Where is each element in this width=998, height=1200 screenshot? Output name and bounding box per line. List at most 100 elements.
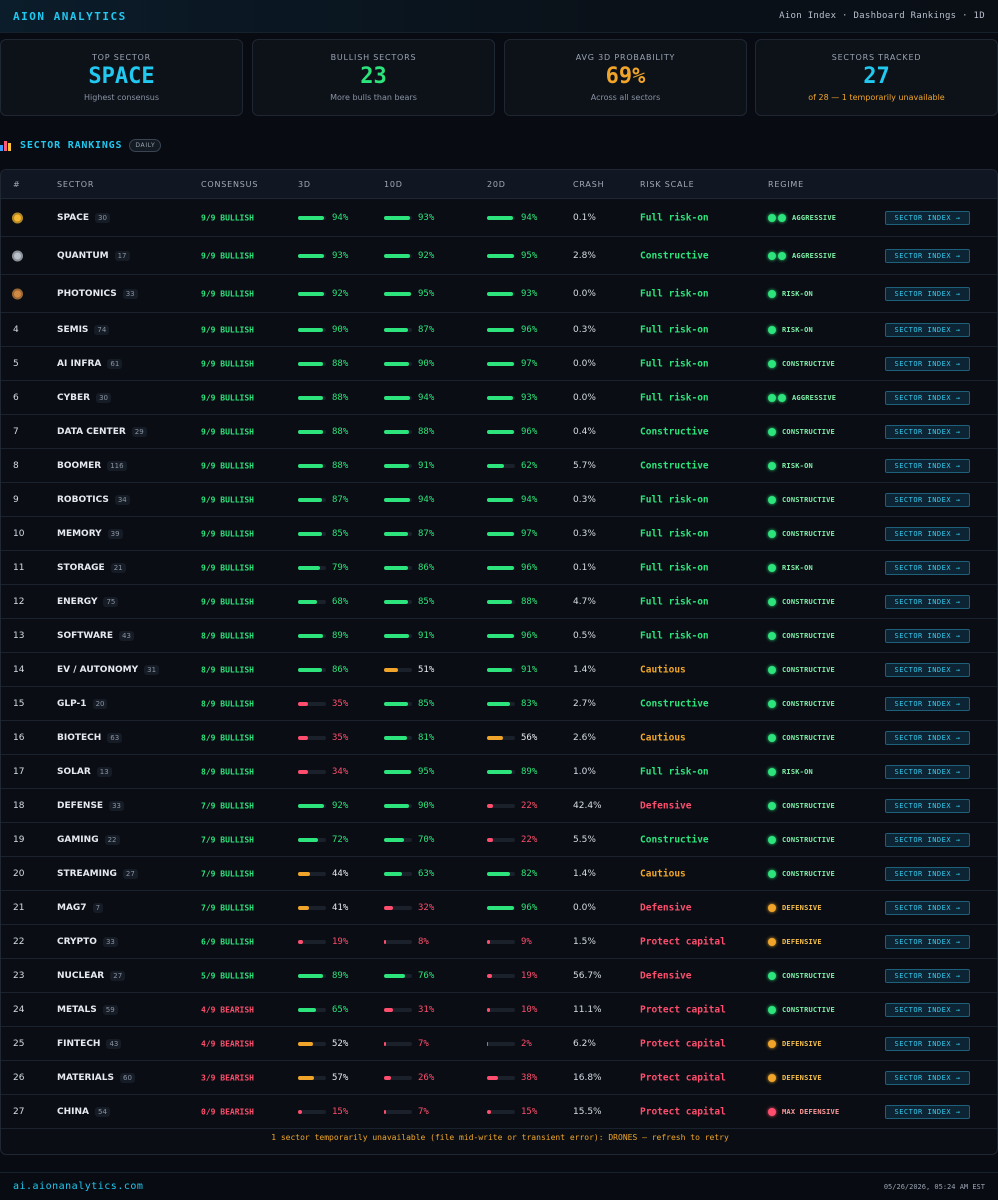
probability-bar-d10: 93% (384, 213, 434, 223)
risk-scale-label: Cautious (640, 732, 686, 743)
column-header: CONSENSUS (201, 180, 259, 189)
sector-index-button[interactable]: SECTOR INDEX → (885, 764, 970, 779)
bar-track (487, 291, 515, 296)
probability-percent: 7% (418, 1038, 429, 1049)
sector-index-button[interactable]: SECTOR INDEX → (885, 696, 970, 711)
sector-index-button[interactable]: SECTOR INDEX → (885, 560, 970, 575)
sector-index-button[interactable]: SECTOR INDEX → (885, 356, 970, 371)
bar-fill (298, 291, 324, 296)
probability-percent: 85% (332, 528, 349, 539)
footer-link[interactable]: ai.aionanalytics.com (13, 1181, 144, 1192)
sector-index-button[interactable]: SECTOR INDEX → (885, 594, 970, 609)
bar-fill (298, 497, 322, 502)
sector-index-button[interactable]: SECTOR INDEX → (885, 934, 970, 949)
brand-logo[interactable]: AION ANALYTICS (13, 9, 127, 23)
regime-label: RISK-ON (782, 289, 813, 298)
sector-index-button[interactable]: SECTOR INDEX → (885, 248, 970, 263)
probability-bar-d20: 9% (487, 937, 532, 947)
sector-index-button[interactable]: SECTOR INDEX → (885, 210, 970, 225)
sector-name: NUCLEAR 27 (57, 970, 126, 981)
risk-scale-label: Full risk-on (640, 766, 709, 777)
bar-track (384, 701, 412, 706)
sector-index-button[interactable]: SECTOR INDEX → (885, 662, 970, 677)
sector-name: PHOTONICS 33 (57, 288, 138, 299)
ticker-count-badge: 63 (107, 732, 123, 743)
sector-index-button[interactable]: SECTOR INDEX → (885, 492, 970, 507)
regime-label: MAX DEFENSIVE (782, 1107, 840, 1116)
regime-dot-icon (778, 393, 786, 402)
sector-index-button[interactable]: SECTOR INDEX → (885, 526, 970, 541)
probability-percent: 35% (332, 698, 349, 709)
probability-bar-d20: 97% (487, 529, 537, 539)
bar-track (298, 1075, 326, 1080)
sector-index-button[interactable]: SECTOR INDEX → (885, 628, 970, 643)
sector-name: CYBER 30 (57, 392, 111, 403)
regime-indicator: CONSTRUCTIVE (768, 699, 835, 708)
regime-indicator: CONSTRUCTIVE (768, 801, 835, 810)
regime-indicator: CONSTRUCTIVE (768, 495, 835, 504)
bar-track (298, 1109, 326, 1114)
probability-bar-d10: 94% (384, 393, 434, 403)
column-header: RISK SCALE (640, 180, 695, 189)
ticker-count-badge: 54 (94, 1106, 110, 1117)
probability-bar-d20: 94% (487, 495, 537, 505)
sector-index-button[interactable]: SECTOR INDEX → (885, 1036, 970, 1051)
sector-name: METALS 59 (57, 1004, 118, 1015)
bar-fill (487, 769, 512, 774)
consensus-label: 7/9 BULLISH (201, 869, 254, 878)
probability-bar-d3: 19% (298, 937, 348, 947)
crash-probability: 0.3% (573, 324, 596, 335)
probability-bar-d10: 8% (384, 937, 429, 947)
sector-index-button[interactable]: SECTOR INDEX → (885, 390, 970, 405)
sector-name: GLP-1 20 (57, 698, 108, 709)
regime-dot-icon (768, 801, 776, 810)
crash-probability: 0.1% (573, 212, 596, 223)
probability-bar-d3: 44% (298, 869, 348, 879)
sector-index-button[interactable]: SECTOR INDEX → (885, 832, 970, 847)
consensus-label: 4/9 BEARISH (201, 1039, 254, 1048)
regime-label: CONSTRUCTIVE (782, 835, 835, 844)
probability-percent: 88% (332, 426, 349, 437)
regime-label: AGGRESSIVE (792, 213, 837, 222)
sector-index-button[interactable]: SECTOR INDEX → (885, 798, 970, 813)
table-row: 8 BOOMER 116 9/9 BULLISH 88% 91% 62% 5.7% Constr… (1, 449, 997, 483)
bar-fill (298, 701, 308, 706)
sector-index-button[interactable]: SECTOR INDEX → (885, 968, 970, 983)
bar-fill (384, 973, 405, 978)
sector-name: MEMORY 39 (57, 528, 123, 539)
probability-percent: 87% (418, 528, 435, 539)
bar-fill (384, 463, 409, 468)
table-row: 18 DEFENSE 33 7/9 BULLISH 92% 90% 22% 42.4% Defe… (1, 789, 997, 823)
regime-label: CONSTRUCTIVE (782, 971, 835, 980)
rank-number: 11 (13, 562, 25, 573)
bar-fill (384, 735, 407, 740)
probability-bar-d20: 93% (487, 289, 537, 299)
probability-percent: 31% (418, 1004, 435, 1015)
sector-label: METALS (57, 1004, 97, 1015)
bar-fill (384, 429, 409, 434)
sector-index-button[interactable]: SECTOR INDEX → (885, 866, 970, 881)
bar-track (298, 327, 326, 332)
sector-index-button[interactable]: SECTOR INDEX → (885, 1070, 970, 1085)
probability-percent: 9% (521, 936, 532, 947)
crash-probability: 56.7% (573, 970, 602, 981)
sector-index-button[interactable]: SECTOR INDEX → (885, 1002, 970, 1017)
ticker-count-badge: 13 (96, 766, 112, 777)
bar-track (384, 803, 412, 808)
column-header: 10D (384, 180, 403, 189)
regime-dot-icon (778, 251, 786, 260)
sector-index-button[interactable]: SECTOR INDEX → (885, 322, 970, 337)
sector-index-button[interactable]: SECTOR INDEX → (885, 730, 970, 745)
sector-index-button[interactable]: SECTOR INDEX → (885, 286, 970, 301)
probability-bar-d3: 90% (298, 325, 348, 335)
sector-index-button[interactable]: SECTOR INDEX → (885, 1104, 970, 1119)
sector-index-button[interactable]: SECTOR INDEX → (885, 900, 970, 915)
regime-dot-icon (768, 835, 776, 844)
sector-index-button[interactable]: SECTOR INDEX → (885, 458, 970, 473)
probability-percent: 94% (418, 392, 435, 403)
consensus-label: 0/9 BEARISH (201, 1107, 254, 1116)
sector-index-button[interactable]: SECTOR INDEX → (885, 424, 970, 439)
bar-track (298, 905, 326, 910)
footer: ai.aionanalytics.com 05/26/2026, 05:24 A… (0, 1172, 998, 1200)
crash-probability: 0.0% (573, 392, 596, 403)
